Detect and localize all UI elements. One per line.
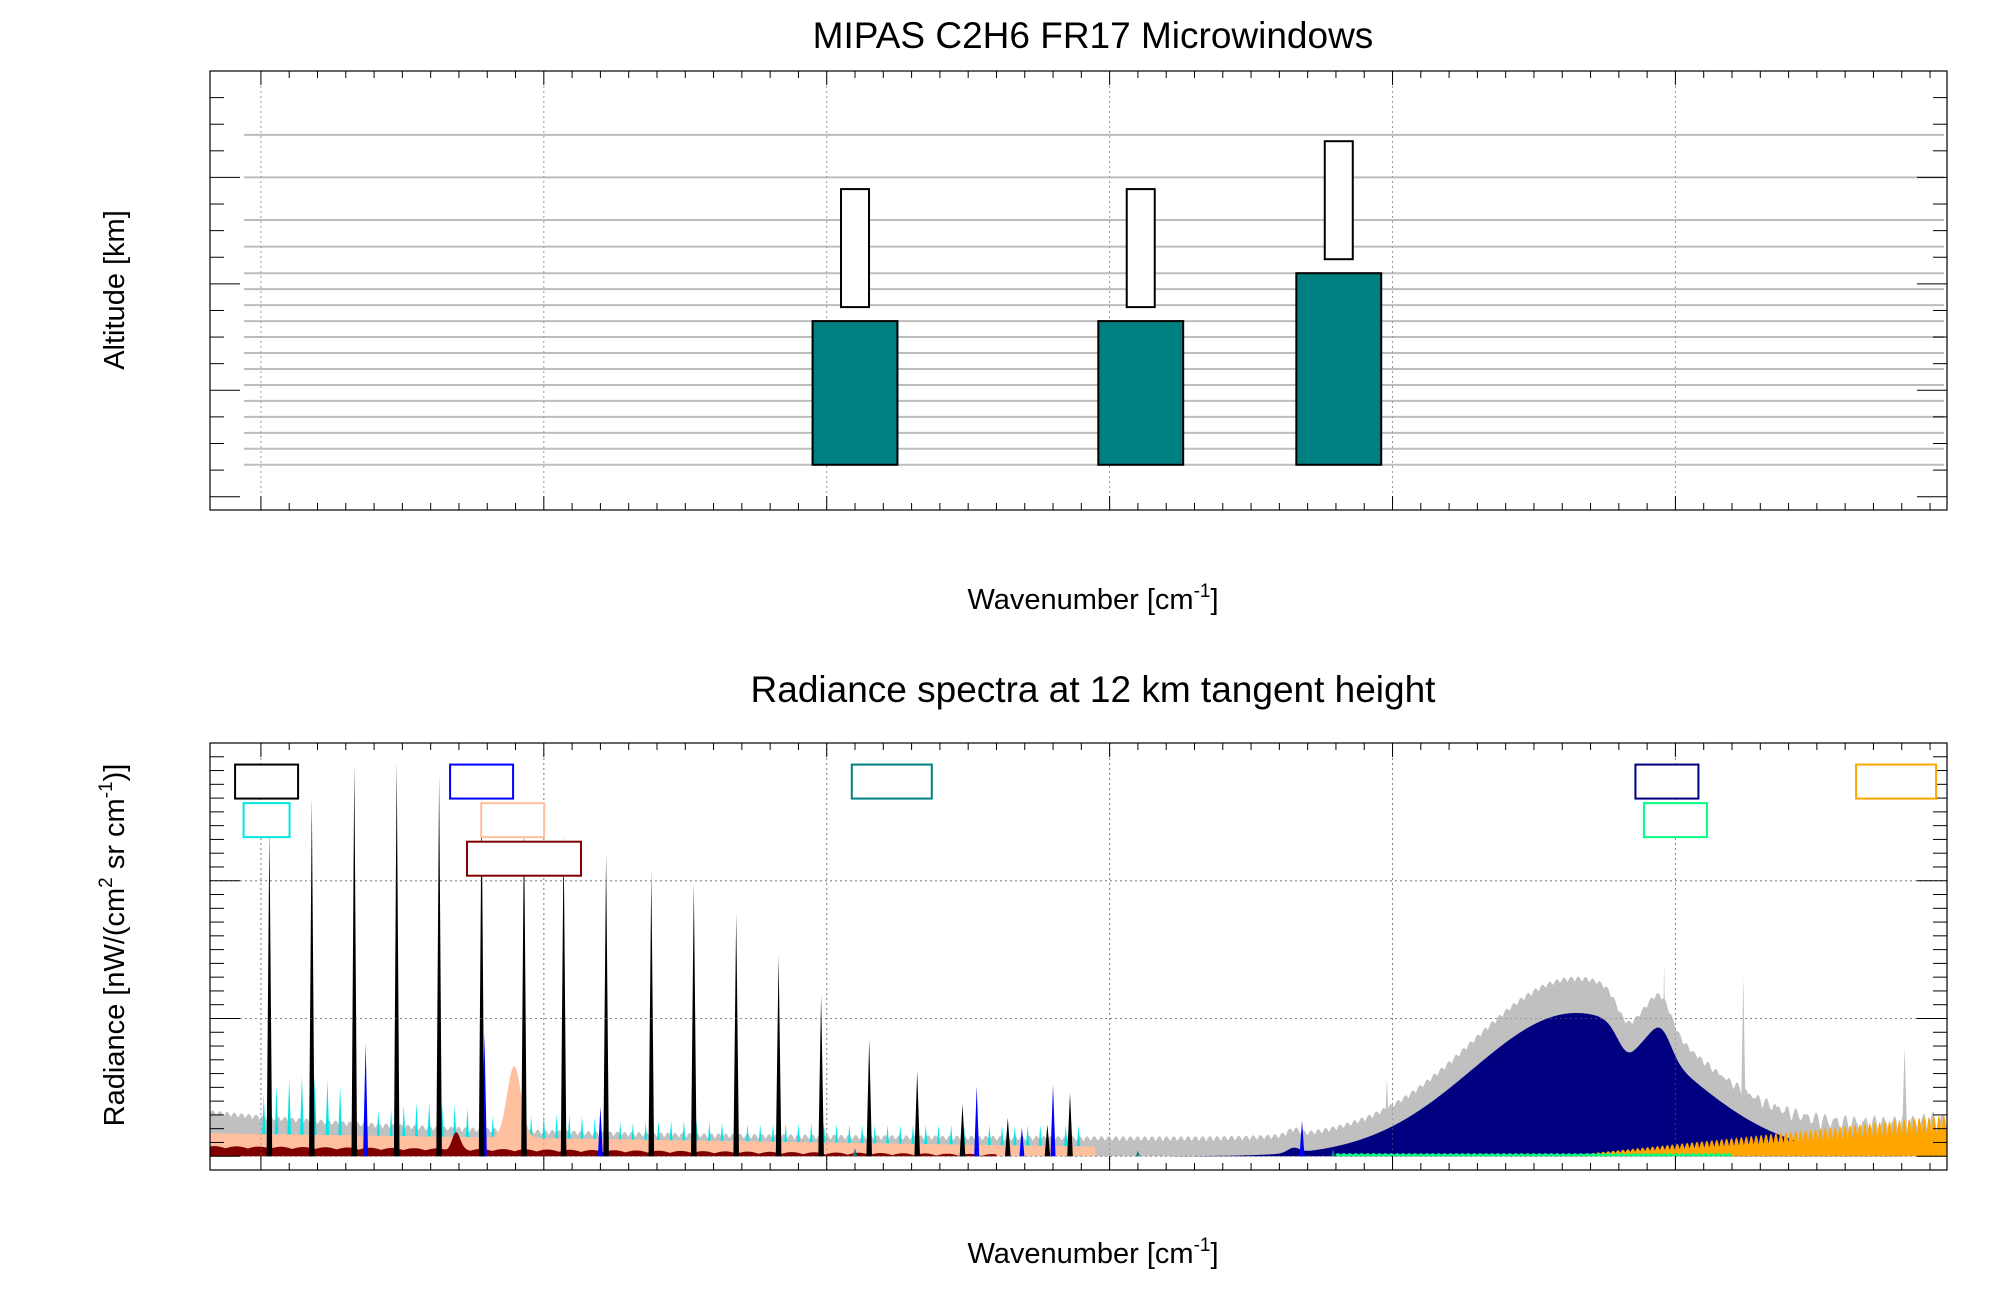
ocs-spectrum	[1335, 1153, 1732, 1157]
axis-ticks	[210, 70, 1947, 510]
chart-title: MIPAS C2H6 FR17 Microwindows	[813, 15, 1374, 56]
radiance-chart: Radiance spectra at 12 km tangent height…	[96, 669, 1948, 1270]
x-axis-label: Wavenumber [cm-1]	[967, 581, 1218, 616]
x-axis-label: Wavenumber [cm-1]	[967, 1235, 1218, 1270]
species-label-box	[1634, 763, 1700, 800]
species-labels	[234, 763, 1938, 877]
species-label-box	[234, 763, 300, 800]
species-label-box	[449, 763, 515, 800]
radiance-spectra	[210, 762, 1947, 1157]
species-label-box	[466, 840, 583, 877]
y-axis-label: Radiance [nW/(cm2 sr cm-1)]	[96, 764, 131, 1127]
microwindow-bar	[1295, 272, 1383, 466]
y-axis-label: Altitude [km]	[99, 210, 131, 370]
species-label-box	[1642, 802, 1708, 839]
microwindow-label-box	[840, 188, 871, 309]
microwindow-bar	[811, 320, 899, 466]
species-label-box	[480, 802, 546, 839]
species-label-box	[850, 763, 933, 800]
o3-spectrum	[261, 1075, 1081, 1157]
microwindow-label-box	[1323, 140, 1354, 261]
microwindow-chart: MIPAS C2H6 FR17 Microwindows Wavenumber …	[99, 15, 1948, 616]
chart-grid	[244, 71, 1944, 510]
f11-spectrum	[1109, 1013, 1902, 1157]
species-label-box	[242, 802, 291, 839]
microwindow-bars	[811, 140, 1383, 466]
microwindow-bar	[1097, 320, 1185, 466]
axis-ticks	[210, 742, 1947, 1170]
co2-spectrum	[266, 762, 1073, 1157]
plot-frame	[209, 70, 1948, 511]
species-label-box	[1855, 763, 1938, 800]
microwindow-label-box	[1125, 188, 1156, 309]
hno3-spectrum	[1562, 1115, 1947, 1157]
clono2-spectrum	[210, 1132, 997, 1157]
plot-frame	[209, 742, 1948, 1171]
chart-title: Radiance spectra at 12 km tangent height	[751, 669, 1437, 710]
